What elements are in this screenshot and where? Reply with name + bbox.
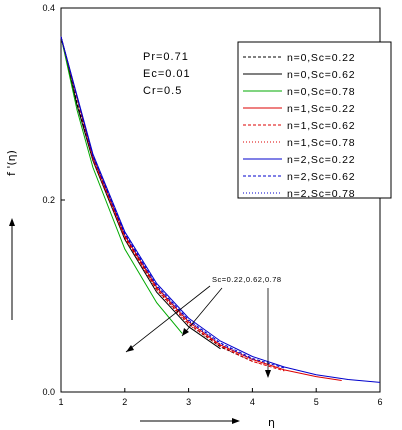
series-line <box>60 36 183 334</box>
legend-box <box>237 41 392 199</box>
y-axis-ticks: 0.0 0.2 0.4 <box>42 3 65 397</box>
annotation-arrowhead-left <box>126 345 134 352</box>
sc-annotation: Sc=0.22,0.62,0.78 <box>212 275 282 284</box>
x-tick-label: 6 <box>377 397 382 407</box>
series-line <box>60 36 221 350</box>
legend-items: n=0,Sc=0.22 n=0,Sc=0.62 n=0,Sc=0.78 n=1,Sc=… <box>243 52 355 200</box>
x-tick-label: 3 <box>186 397 191 407</box>
annotation-arrowhead-right <box>265 370 271 378</box>
x-axis-arrowhead <box>232 418 240 424</box>
y-axis-arrowhead <box>9 218 15 226</box>
legend-label: n=1,Sc=0.62 <box>287 120 355 132</box>
x-tick-label: 5 <box>314 397 319 407</box>
legend-label: n=1,Sc=0.78 <box>287 137 355 149</box>
legend-label: n=2,Sc=0.62 <box>287 171 355 183</box>
legend-label: n=0,Sc=0.22 <box>287 52 355 64</box>
legend-label: n=2,Sc=0.22 <box>287 154 355 166</box>
legend-label: n=1,Sc=0.22 <box>287 103 355 115</box>
x-tick-label: 1 <box>58 397 63 407</box>
y-axis-title: f '(η) <box>5 150 18 176</box>
legend-label: n=0,Sc=0.62 <box>287 69 355 81</box>
param-pr: Pr=0.71 <box>143 51 189 63</box>
y-tick-label: 0.4 <box>42 3 55 13</box>
x-tick-label: 4 <box>250 397 255 407</box>
legend-label: n=0,Sc=0.78 <box>287 86 355 98</box>
y-tick-label: 0.0 <box>42 387 55 397</box>
param-cr: Cr=0.5 <box>143 85 182 97</box>
series-line <box>60 36 266 366</box>
series-line <box>60 36 285 369</box>
legend-label: n=2,Sc=0.78 <box>287 188 355 200</box>
x-axis-ticks: 1 2 3 4 5 6 <box>58 388 383 407</box>
annotation-arrow-left <box>125 285 211 353</box>
annotation-arrowhead-middle <box>182 328 189 336</box>
param-ec: Ec=0.01 <box>143 68 191 80</box>
series-line <box>60 36 381 383</box>
y-tick-label: 0.2 <box>42 195 55 205</box>
annotation-arrow-middle <box>181 287 223 337</box>
x-tick-label: 2 <box>122 397 127 407</box>
series-line <box>60 36 342 381</box>
series-group <box>60 36 381 383</box>
x-axis-title: η <box>268 416 275 429</box>
